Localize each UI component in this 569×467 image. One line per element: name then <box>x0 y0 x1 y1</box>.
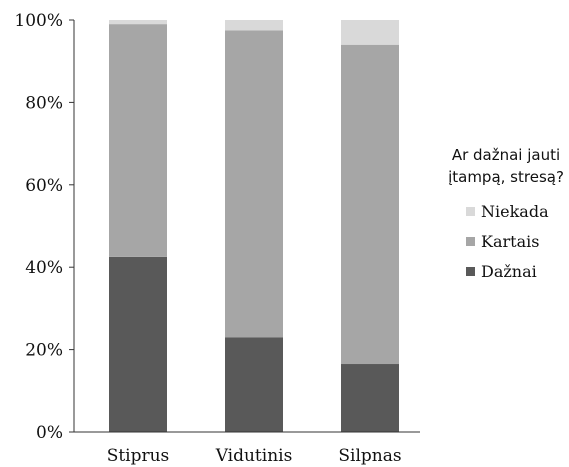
bar-kartais-vidutinis <box>225 30 283 338</box>
legend-title-line-2: įtampą, stresą? <box>448 168 564 186</box>
x-tick-label: Vidutinis <box>215 446 293 466</box>
bar-danai-vidutinis <box>225 337 283 432</box>
bar-danai-silpnas <box>341 364 399 432</box>
legend-swatch-daznai <box>466 266 475 276</box>
legend-swatch-kartais <box>466 236 475 246</box>
legend-label-kartais: Kartais <box>481 231 540 251</box>
bar-niekada-silpnas <box>341 20 399 45</box>
legend-item-kartais: Kartais <box>466 226 566 256</box>
bar-danai-stiprus <box>109 256 167 432</box>
y-tick-label: 100% <box>14 11 63 31</box>
bar-kartais-stiprus <box>109 24 167 257</box>
legend-title: Ar dažnai jauti įtampą, stresą? <box>446 144 566 188</box>
legend-item-daznai: Dažnai <box>466 256 566 286</box>
bar-niekada-vidutinis <box>225 20 283 31</box>
legend: Ar dažnai jauti įtampą, stresą? Niekada … <box>446 144 566 286</box>
y-axis-ticks: 0% 20% 40% 60% 80% 100% <box>14 11 74 443</box>
legend-label-daznai: Dažnai <box>481 261 537 281</box>
legend-title-line-1: Ar dažnai jauti <box>451 146 561 164</box>
y-tick-label: 60% <box>25 176 63 196</box>
y-tick-label: 80% <box>25 93 63 113</box>
legend-label-niekada: Niekada <box>481 201 549 221</box>
legend-item-niekada: Niekada <box>466 196 566 226</box>
bars <box>109 20 399 432</box>
legend-swatch-niekada <box>466 206 475 216</box>
bar-kartais-silpnas <box>341 44 399 365</box>
y-tick-label: 0% <box>36 423 63 443</box>
x-axis-labels: Stiprus Vidutinis Silpnas <box>107 446 402 466</box>
x-tick-label: Silpnas <box>338 446 401 466</box>
x-tick-label: Stiprus <box>107 446 170 466</box>
y-tick-label: 20% <box>25 341 63 361</box>
y-tick-label: 40% <box>25 258 63 278</box>
bar-niekada-stiprus <box>109 20 167 25</box>
